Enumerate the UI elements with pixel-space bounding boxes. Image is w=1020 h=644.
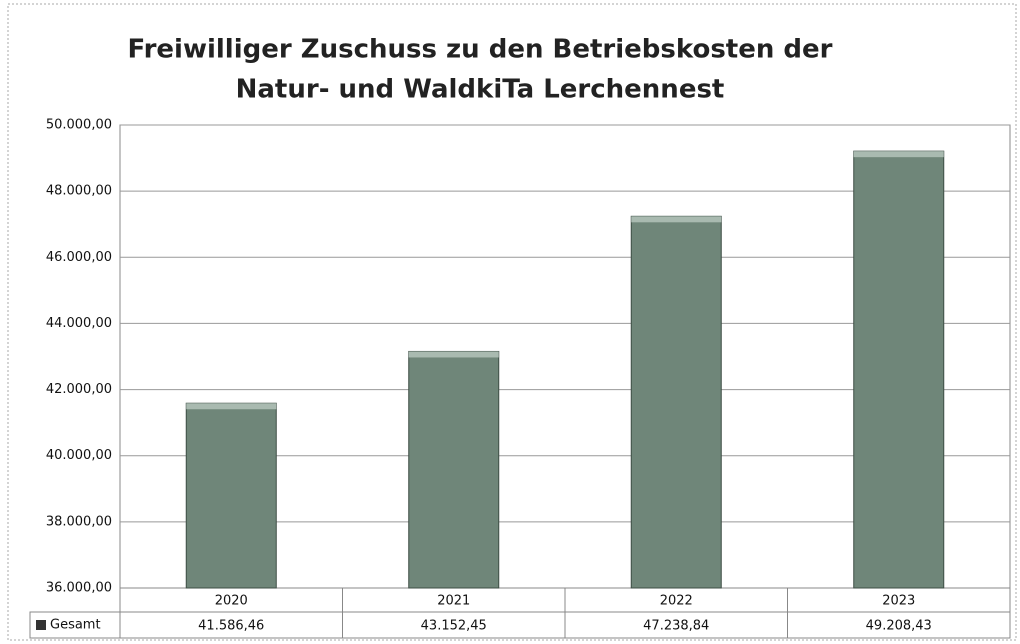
legend-label: Gesamt — [50, 618, 101, 633]
legend-key — [36, 620, 46, 630]
value-label: 47.238,84 — [643, 619, 709, 634]
chart-title: Natur- und WaldkiTa Lerchennest — [236, 75, 725, 105]
y-tick-label: 44.000,00 — [46, 316, 112, 331]
y-tick-label: 46.000,00 — [46, 250, 112, 265]
value-label: 41.586,46 — [198, 619, 264, 634]
bar-cap — [853, 151, 944, 158]
x-tick-label: 2020 — [215, 594, 248, 609]
x-tick-label: 2022 — [660, 594, 693, 609]
y-tick-label: 42.000,00 — [46, 382, 112, 397]
bar-cap — [186, 403, 277, 410]
bar — [853, 150, 945, 589]
x-tick-label: 2021 — [437, 594, 470, 609]
table-cell — [29, 611, 1011, 639]
value-label: 49.208,43 — [866, 619, 932, 634]
bar — [630, 215, 722, 589]
bar-cap — [408, 351, 499, 358]
bar-cap — [631, 216, 722, 223]
chart-title: Freiwilliger Zuschuss zu den Betriebskos… — [128, 35, 833, 65]
value-label: 43.152,45 — [421, 619, 487, 634]
bar — [185, 402, 277, 589]
y-tick-label: 38.000,00 — [46, 514, 112, 529]
bar — [408, 350, 500, 589]
chart-border — [7, 3, 1017, 641]
y-tick-label: 36.000,00 — [46, 581, 112, 596]
y-tick-label: 40.000,00 — [46, 448, 112, 463]
x-tick-label: 2023 — [882, 594, 915, 609]
y-tick-label: 48.000,00 — [46, 184, 112, 199]
y-tick-label: 50.000,00 — [46, 118, 112, 133]
